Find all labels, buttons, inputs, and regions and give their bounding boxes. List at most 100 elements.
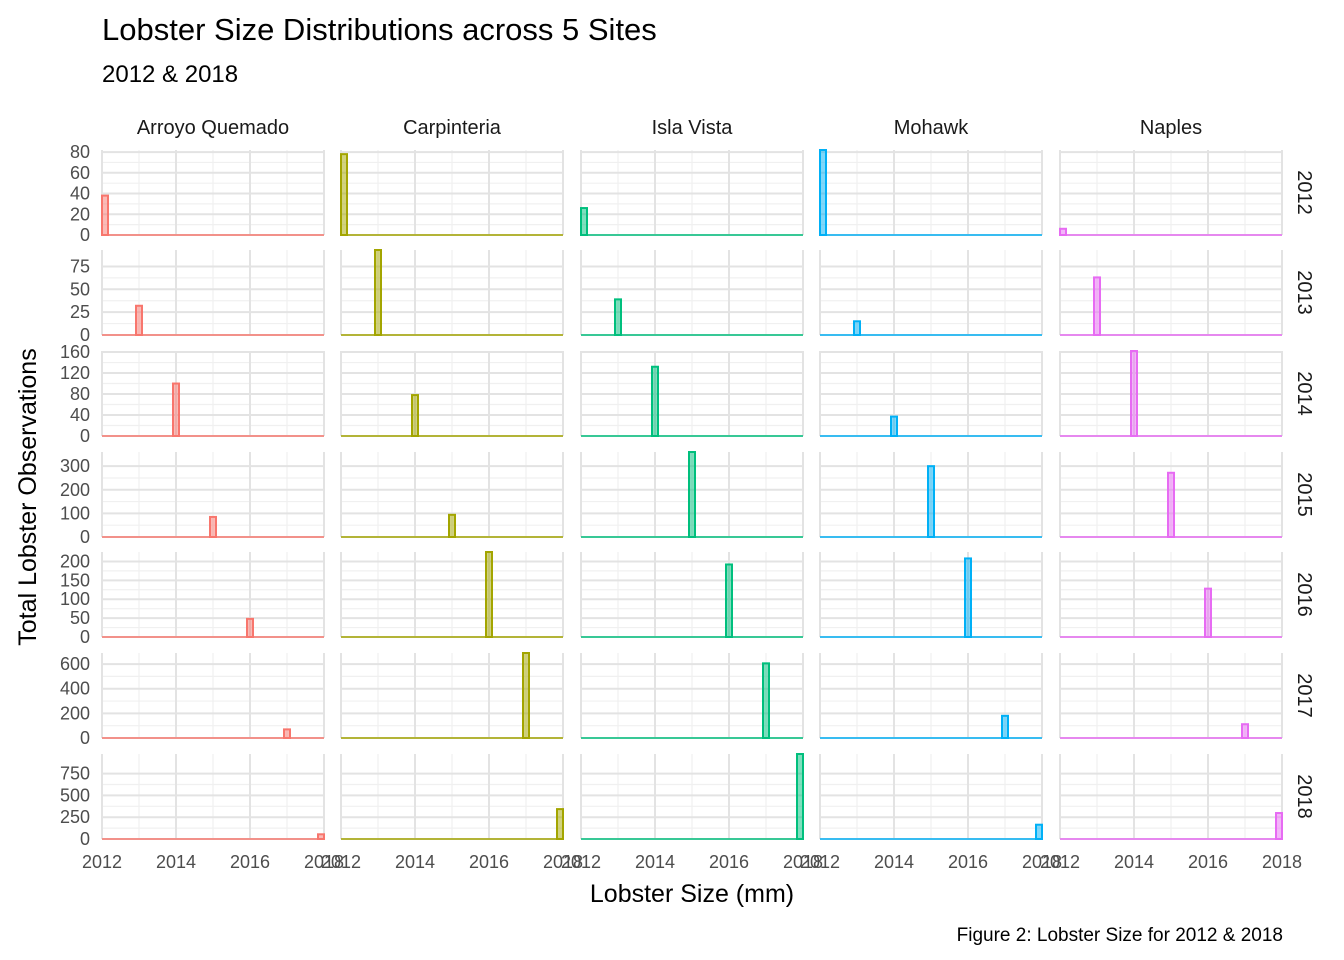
facet-panel — [819, 754, 1043, 841]
bar — [762, 662, 770, 740]
facet-strip-label-year: 2014 — [1293, 371, 1315, 416]
bar — [1241, 723, 1249, 739]
bar — [340, 153, 348, 237]
bar — [556, 808, 564, 840]
facet-panel — [819, 149, 1043, 236]
x-tick-label: 2012 — [800, 852, 840, 872]
facet-panel — [1059, 754, 1283, 840]
facet-strip-label-year: 2012 — [1293, 170, 1315, 215]
facet-strip-label-year: 2017 — [1293, 673, 1315, 718]
bar — [317, 833, 325, 840]
bar — [172, 382, 180, 437]
facet-panel — [819, 351, 1043, 438]
x-tick-label: 2012 — [321, 852, 361, 872]
facet-panel — [340, 551, 564, 638]
facet-panel — [101, 452, 325, 538]
y-tick-label: 100 — [60, 503, 90, 523]
y-tick-label: 200 — [60, 703, 90, 723]
facet-panel — [340, 351, 564, 437]
facet-panel — [340, 754, 564, 840]
x-tick-label: 2014 — [156, 852, 196, 872]
y-tick-label: 40 — [70, 405, 90, 425]
y-tick-label: 75 — [70, 256, 90, 276]
facet-panel — [580, 250, 804, 336]
facet-strip-label: Mohawk — [894, 117, 969, 139]
facet-panel — [340, 652, 564, 739]
y-tick-label: 200 — [60, 551, 90, 571]
y-tick-label: 500 — [60, 785, 90, 805]
y-tick-label: 250 — [60, 807, 90, 827]
x-tick-label: 2018 — [1022, 852, 1062, 872]
x-tick-label: 2016 — [1188, 852, 1228, 872]
y-tick-label: 40 — [70, 184, 90, 204]
y-tick-label: 0 — [80, 829, 90, 849]
facet-panel — [101, 754, 325, 840]
facet-strip-label: Naples — [1140, 117, 1202, 139]
facet-panel — [580, 351, 804, 438]
bar — [1167, 471, 1175, 538]
facet-panel — [580, 653, 804, 740]
y-tick-label: 50 — [70, 279, 90, 299]
bar — [1059, 227, 1067, 236]
facet-strip-label: Carpinteria — [403, 117, 502, 139]
bar — [1093, 276, 1101, 336]
bar — [283, 728, 291, 740]
y-tick-label: 120 — [60, 363, 90, 383]
y-tick-label: 20 — [70, 204, 90, 224]
bar — [522, 652, 530, 739]
bar — [1130, 350, 1138, 437]
x-tick-label: 2016 — [469, 852, 509, 872]
y-tick-label: 0 — [80, 426, 90, 446]
bar — [411, 394, 419, 437]
facet-strip-label-year: 2016 — [1293, 572, 1315, 617]
bar — [580, 207, 588, 237]
chart-subtitle: 2012 & 2018 — [102, 61, 238, 88]
facet-panel — [340, 150, 564, 237]
x-tick-label: 2018 — [1262, 852, 1302, 872]
bar — [1204, 587, 1212, 639]
facet-panel — [1059, 350, 1283, 437]
bar — [853, 320, 861, 336]
bar — [819, 149, 827, 236]
y-tick-label: 750 — [60, 764, 90, 784]
x-tick-label: 2018 — [783, 852, 823, 872]
y-tick-label: 400 — [60, 679, 90, 699]
facet-strip-label-year: 2013 — [1293, 270, 1315, 315]
bar — [1275, 812, 1283, 840]
x-tick-label: 2014 — [1114, 852, 1154, 872]
bar — [246, 617, 254, 638]
facet-panel — [819, 552, 1043, 639]
y-tick-label: 50 — [70, 608, 90, 628]
bar — [448, 513, 456, 538]
y-tick-label: 100 — [60, 589, 90, 609]
y-tick-label: 0 — [80, 325, 90, 345]
chart-title: Lobster Size Distributions across 5 Site… — [102, 12, 657, 47]
y-tick-label: 25 — [70, 302, 90, 322]
bar — [890, 415, 898, 438]
facet-strip-label-year: 2015 — [1293, 472, 1315, 517]
facet-panel — [340, 249, 564, 336]
bar — [796, 753, 804, 840]
facet-panel — [580, 150, 804, 237]
x-tick-label: 2016 — [230, 852, 270, 872]
y-tick-label: 60 — [70, 163, 90, 183]
y-tick-label: 80 — [70, 384, 90, 404]
bar — [1035, 823, 1043, 841]
y-tick-label: 0 — [80, 728, 90, 748]
y-tick-label: 80 — [70, 142, 90, 162]
x-tick-label: 2012 — [1040, 852, 1080, 872]
facet-strip-label: Arroyo Quemado — [137, 117, 289, 139]
y-tick-label: 0 — [80, 225, 90, 245]
y-tick-label: 150 — [60, 570, 90, 590]
facet-panel — [340, 452, 564, 538]
y-tick-label: 200 — [60, 480, 90, 500]
facet-panels: Arroyo Quemado Carpinteria Isla Vista Mohaw… — [60, 117, 1315, 872]
bar — [135, 304, 143, 336]
x-tick-label: 2012 — [82, 852, 122, 872]
facet-panel — [1059, 452, 1283, 538]
facet-panel — [580, 552, 804, 639]
y-tick-label: 0 — [80, 527, 90, 547]
facet-strip-label-year: 2018 — [1293, 774, 1315, 819]
